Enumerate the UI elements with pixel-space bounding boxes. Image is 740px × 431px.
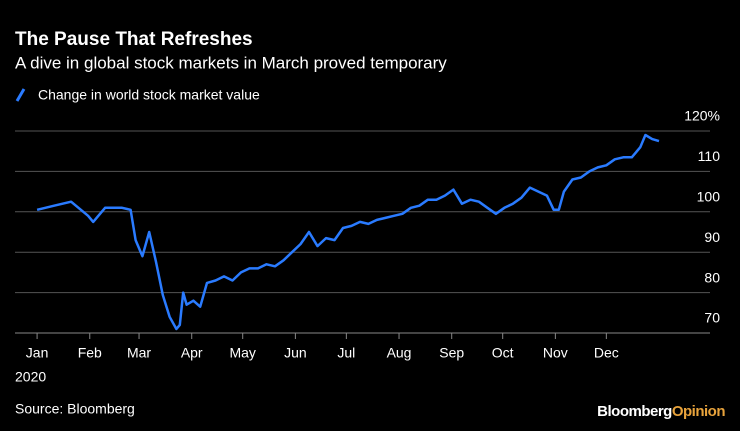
x-tick-label: Dec <box>594 345 619 361</box>
x-tick-label: Sep <box>439 345 464 361</box>
legend-swatch <box>15 88 26 102</box>
y-tick-label: 110 <box>698 148 721 164</box>
y-tick-label: 120% <box>684 108 720 124</box>
x-tick-label: Nov <box>543 345 568 361</box>
brand-opinion: Opinion <box>672 403 725 420</box>
x-tick-label: Jan <box>26 345 49 361</box>
x-tick-label: Jun <box>284 345 307 361</box>
chart-subtitle: A dive in global stock markets in March … <box>15 53 447 72</box>
x-tick-label: Oct <box>492 345 514 361</box>
x-tick-label: Feb <box>78 345 102 361</box>
year-label: 2020 <box>15 369 46 385</box>
x-tick-label: May <box>229 345 255 361</box>
source: Source: Bloomberg <box>15 401 135 417</box>
y-tick-label: 90 <box>704 229 720 245</box>
x-tick-label: Jul <box>337 345 355 361</box>
data-line <box>36 133 660 331</box>
y-tick-label: 70 <box>704 310 720 326</box>
y-tick-label: 80 <box>704 269 720 285</box>
legend-label: Change in world stock market value <box>38 87 260 103</box>
x-tick-label: Mar <box>127 345 151 361</box>
y-tick-label: 100 <box>697 189 721 205</box>
x-tick-label: Aug <box>387 345 412 361</box>
chart-title: The Pause That Refreshes <box>15 29 253 50</box>
brand-main: Bloomberg <box>597 403 672 420</box>
brand: BloombergOpinion <box>597 403 725 420</box>
x-tick-label: Apr <box>181 345 203 361</box>
